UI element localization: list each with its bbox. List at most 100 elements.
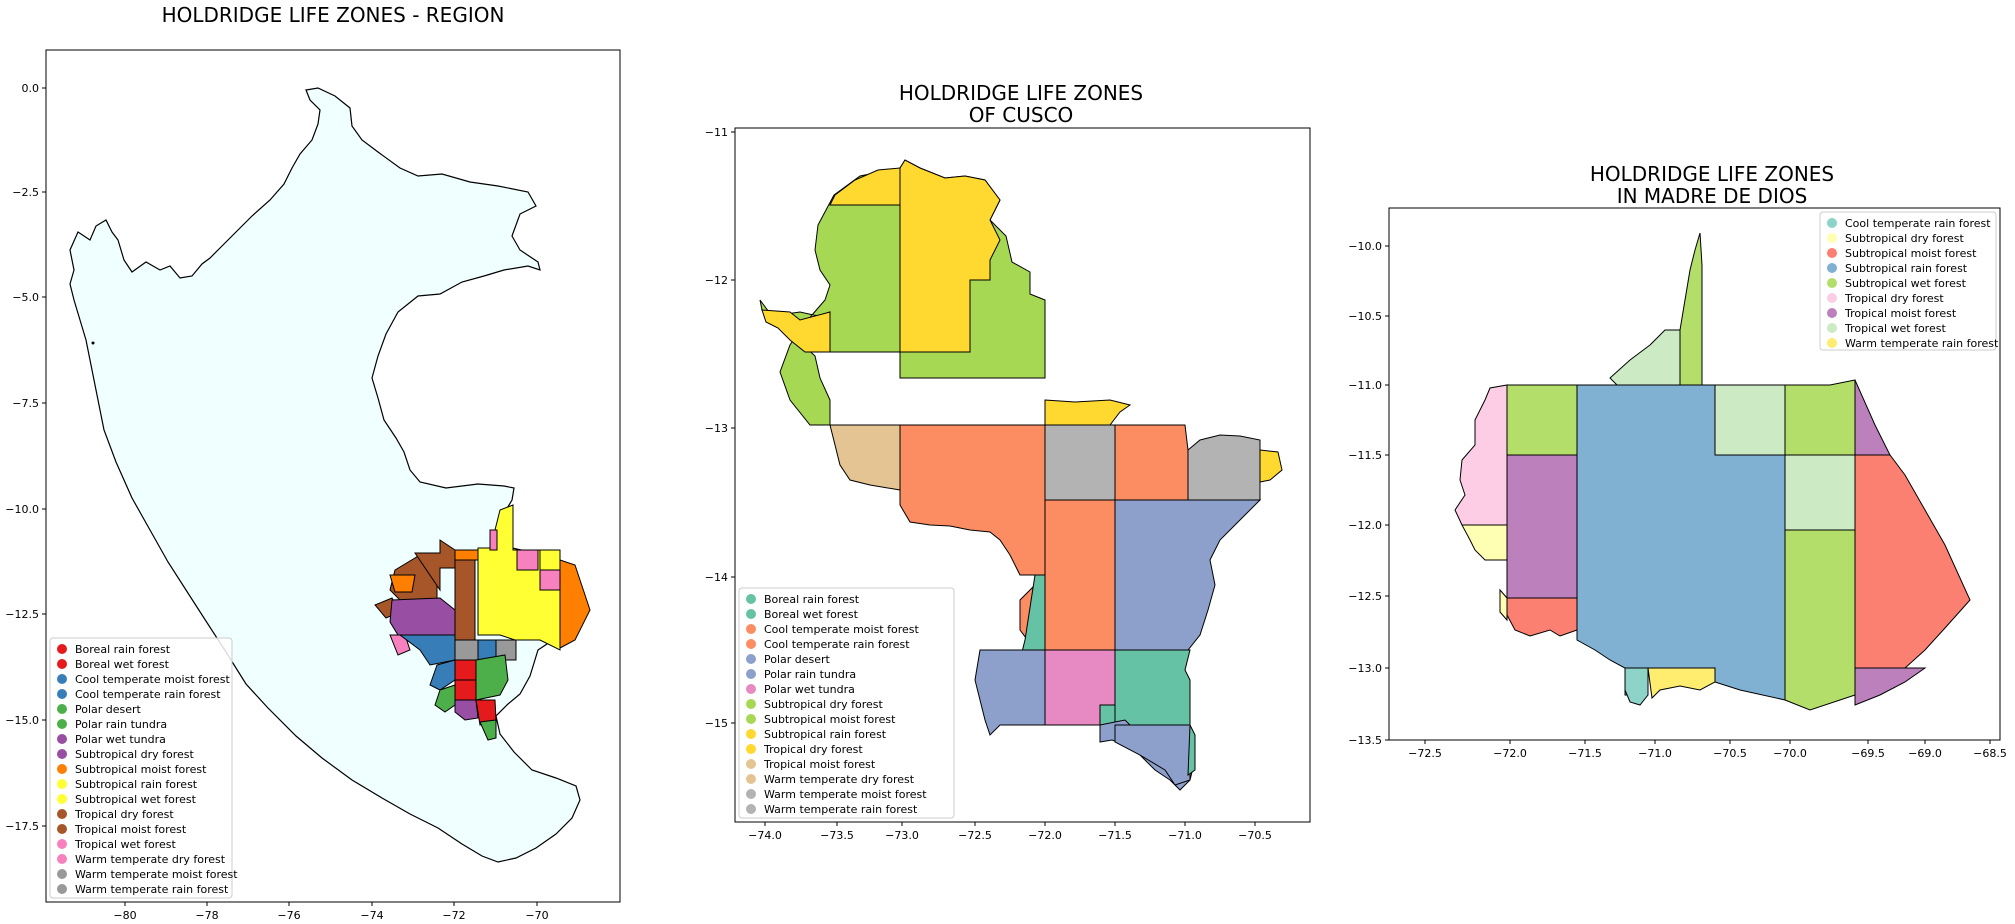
- legend-marker: [1827, 248, 1837, 258]
- legend-label: Tropical dry forest: [763, 743, 863, 756]
- zone-warm-temperate-moist: [454, 639, 479, 661]
- legend-label: Subtropical rain forest: [75, 778, 198, 791]
- x-tick-label: −69.0: [1908, 747, 1942, 760]
- x-tick-label: −72.5: [958, 829, 992, 842]
- legend-marker: [746, 684, 756, 694]
- zone-cool-temperate-rain: [1624, 667, 1649, 706]
- legend-marker: [1827, 278, 1837, 288]
- legend-marker: [746, 774, 756, 784]
- x-tick-label: −70.5: [1238, 829, 1272, 842]
- zone-warm-temperate-moist: [1044, 424, 1116, 501]
- zone-warm-temperate-rain: [1647, 667, 1716, 700]
- y-tick-label: −10.0: [1348, 240, 1382, 253]
- legend-label: Tropical dry forest: [1844, 292, 1944, 305]
- legend-marker: [1827, 323, 1837, 333]
- legend-label: Boreal rain forest: [75, 643, 171, 656]
- zone-tropical-wet-e: [539, 569, 561, 591]
- zone-subtropical-moist-w: [1506, 597, 1578, 637]
- zone-tropical-moist-c: [454, 559, 476, 641]
- y-tick-label: −2.5: [12, 186, 39, 199]
- zone-subtropical-wet-c: [1784, 379, 1856, 456]
- legend-label: Subtropical rain forest: [1845, 262, 1968, 275]
- legend-marker: [57, 854, 67, 864]
- y-tick-label: −7.5: [12, 397, 39, 410]
- legend-box: [49, 637, 233, 899]
- y-tick-label: −11.0: [1348, 379, 1382, 392]
- x-tick-label: −72.0: [1493, 747, 1527, 760]
- y-tick-label: −13.0: [1348, 662, 1382, 675]
- legend-marker: [746, 789, 756, 799]
- legend-label: Warm temperate moist forest: [75, 868, 238, 881]
- zone-boreal-wet-s: [1187, 724, 1196, 777]
- legend-label: Boreal wet forest: [764, 608, 859, 621]
- x-tick-label: −70: [525, 909, 548, 922]
- legend-label: Cool temperate rain forest: [764, 638, 910, 651]
- cusco-zones: [759, 159, 1283, 791]
- panel-mdd-legend: Cool temperate rain forest Subtropical dr…: [1819, 211, 1999, 351]
- panel-mdd-title-line2: IN MADRE DE DIOS: [1617, 184, 1808, 208]
- zone-subtropical-moist-w: [389, 574, 416, 593]
- legend-label: Polar wet tundra: [764, 683, 855, 696]
- legend-label: Warm temperate moist forest: [764, 788, 927, 801]
- y-tick-label: −11.5: [1348, 449, 1382, 462]
- panel-cusco-legend: Boreal rain forest Boreal wet forest Cool …: [738, 587, 955, 819]
- x-tick-label: −72.5: [1408, 747, 1442, 760]
- legend-label: Subtropical moist forest: [764, 713, 896, 726]
- legend-marker: [57, 659, 67, 669]
- zone-warm-temperate-rain: [495, 639, 517, 661]
- y-tick-label: −15: [705, 717, 728, 730]
- legend-label: Subtropical moist forest: [75, 763, 207, 776]
- panel-mdd-title-line1: HOLDRIDGE LIFE ZONES: [1590, 162, 1834, 186]
- y-tick-label: −10.5: [1348, 310, 1382, 323]
- x-tick-label: −68.5: [1973, 747, 2007, 760]
- zone-boreal-rain-forest-e: [1114, 649, 1191, 726]
- legend-label: Warm temperate dry forest: [75, 853, 226, 866]
- x-tick-label: −70.5: [1713, 747, 1747, 760]
- legend-label: Cool temperate rain forest: [1845, 217, 1991, 230]
- zone-cool-temperate-moist-s: [1044, 499, 1116, 651]
- legend-marker: [1827, 308, 1837, 318]
- legend-marker: [57, 809, 67, 819]
- legend-label: Cool temperate moist forest: [764, 623, 920, 636]
- legend-marker: [746, 759, 756, 769]
- legend-marker: [746, 804, 756, 814]
- y-tick-label: −13.5: [1348, 734, 1382, 747]
- legend-marker: [57, 884, 67, 894]
- life-zones-cluster: [374, 504, 591, 741]
- legend-label: Subtropical moist forest: [1845, 247, 1977, 260]
- zone-subtropical-wet-w: [1506, 384, 1578, 456]
- y-tick-label: −13: [705, 422, 728, 435]
- legend-label: Subtropical rain forest: [764, 728, 887, 741]
- zone-polar-rain: [434, 684, 456, 713]
- legend-marker: [1827, 233, 1837, 243]
- legend-label: Cool temperate moist forest: [75, 673, 231, 686]
- legend-marker: [1827, 338, 1837, 348]
- legend-box: [1819, 211, 1997, 351]
- y-tick-label: 0.0: [22, 82, 40, 95]
- legend-marker: [57, 644, 67, 654]
- panel-cusco: HOLDRIDGE LIFE ZONES OF CUSCO: [705, 81, 1311, 842]
- zone-subtropical-dry-s: [1499, 588, 1508, 622]
- legend-label: Boreal wet forest: [75, 658, 170, 671]
- x-tick-label: −71.0: [1168, 829, 1202, 842]
- x-tick-label: −69.5: [1851, 747, 1885, 760]
- legend-label: Subtropical dry forest: [75, 748, 195, 761]
- legend-label: Warm temperate rain forest: [75, 883, 229, 896]
- legend-label: Subtropical wet forest: [75, 793, 197, 806]
- y-tick-label: −5.0: [12, 291, 39, 304]
- zone-tropical-moist: [1506, 454, 1578, 599]
- legend-label: Tropical moist forest: [763, 758, 876, 771]
- x-tick-label: −78: [195, 909, 218, 922]
- x-tick-label: −71.0: [1638, 747, 1672, 760]
- panel-madre-de-dios: HOLDRIDGE LIFE ZONES IN MADRE DE DIOS: [1348, 162, 2007, 760]
- legend-marker: [1827, 293, 1837, 303]
- zone-subtropical-wet-s: [1784, 529, 1856, 711]
- legend-label: Tropical dry forest: [74, 808, 174, 821]
- x-tick-label: −71.5: [1098, 829, 1132, 842]
- zone-tropical-wet-n: [489, 529, 498, 551]
- panel-cusco-title-line2: OF CUSCO: [969, 103, 1074, 127]
- legend-marker: [746, 699, 756, 709]
- legend-label: Warm temperate rain forest: [764, 803, 918, 816]
- legend-label: Polar rain tundra: [764, 668, 856, 681]
